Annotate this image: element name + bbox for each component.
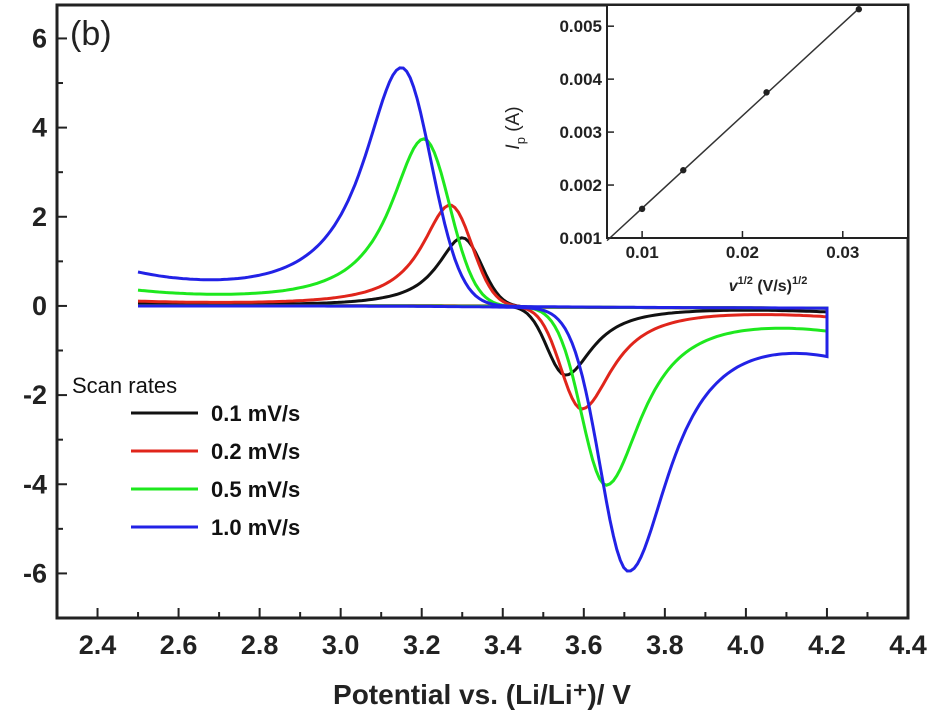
- inset-data-point: [855, 6, 863, 13]
- inset-x-tick-label: 0.01: [626, 243, 659, 262]
- x-tick-label: 3.2: [403, 630, 441, 660]
- cv-curves: [137, 66, 829, 573]
- y-tick-label: 4: [32, 113, 47, 143]
- y-tick-label: 0: [32, 291, 47, 321]
- inset-data-point: [763, 89, 770, 96]
- legend-label: 0.5 mV/s: [211, 477, 300, 502]
- x-tick-label: 3.0: [322, 630, 360, 660]
- legend-label: 0.2 mV/s: [211, 439, 300, 464]
- main-axis-ticks: 2.4 2.6 2.8 3.0 3.2 3.4 3.6 3.8 4.0 4.2 4.4 -6 -4 -2 0…: [23, 23, 927, 660]
- inset-y-tick-label: 0.001: [559, 229, 602, 248]
- inset-y-tick-label: 0.005: [559, 17, 602, 36]
- x-tick-label: 4.4: [889, 630, 927, 660]
- y-tick-label: -4: [23, 469, 47, 499]
- inset-x-tick-label: 0.03: [826, 243, 859, 262]
- inset-y-tick-label: 0.003: [559, 123, 602, 142]
- x-tick-label: 3.6: [565, 630, 603, 660]
- inset-data-point: [680, 167, 687, 174]
- y-tick-label: 6: [32, 23, 47, 53]
- inset-fit-line: [606, 7, 860, 242]
- legend-title: Scan rates: [72, 373, 177, 398]
- x-tick-label: 4.0: [727, 630, 765, 660]
- x-tick-label: 2.4: [79, 630, 117, 660]
- inset-background: [606, 4, 909, 239]
- inset-y-tick-label: 0.004: [559, 70, 602, 89]
- x-tick-label: 2.6: [160, 630, 198, 660]
- y-tick-label: 2: [32, 202, 47, 232]
- inset-y-axis-label: Ip (A): [503, 106, 528, 149]
- y-tick-label: -6: [23, 558, 47, 588]
- inset-y-tick-label: 0.002: [559, 176, 602, 195]
- legend: Scan rates 0.1 mV/s 0.2 mV/s 0.5 mV/s 1.0 m…: [72, 373, 300, 540]
- inset-x-tick-label: 0.02: [726, 243, 759, 262]
- legend-label: 1.0 mV/s: [211, 515, 300, 540]
- inset-x-axis-label: v1/2 (V/s)1/2: [729, 275, 808, 295]
- inset-plot: 0.01 0.02 0.03 0.001 0.002 0.003 0.004 0.005: [559, 6, 863, 262]
- x-axis-label: Potential vs. (Li/Li⁺)/ V: [333, 679, 631, 710]
- legend-label: 0.1 mV/s: [211, 401, 300, 426]
- inset-data-point: [638, 205, 646, 213]
- x-tick-label: 2.8: [241, 630, 279, 660]
- y-tick-label: -2: [23, 380, 47, 410]
- panel-label: (b): [70, 15, 112, 53]
- main-plot-frame: [55, 3, 910, 620]
- cv-curve-1-0-mv-s: [137, 66, 829, 573]
- x-tick-label: 3.4: [484, 630, 522, 660]
- x-tick-label: 4.2: [808, 630, 846, 660]
- x-tick-label: 3.8: [646, 630, 684, 660]
